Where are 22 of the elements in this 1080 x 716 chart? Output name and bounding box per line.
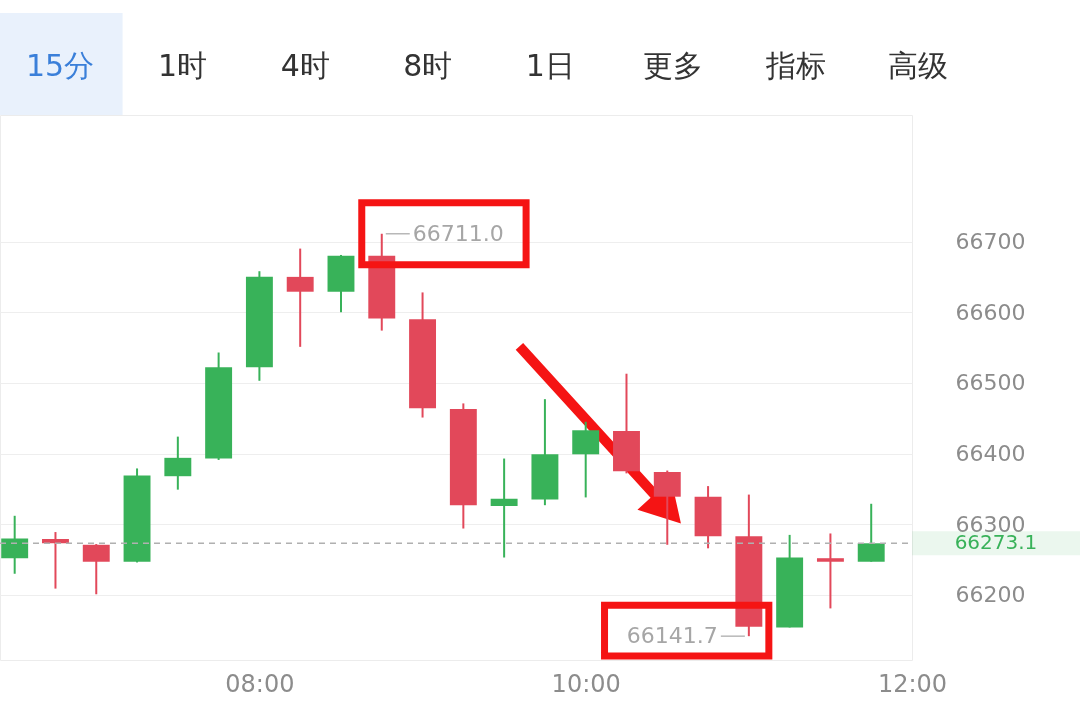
text: 8时 [403,48,453,83]
text: 4时 [280,48,330,83]
text: 1时 [158,48,208,83]
y-tick-label: 66200 [955,582,1026,608]
x-tick-label: 08:00 [225,669,295,698]
candlestick [816,532,844,610]
text: 15分 [25,48,95,83]
y-tick-label: 66400 [955,441,1026,467]
text: 1日 [525,48,575,83]
annotation: 66711.0 [412,220,504,246]
y-tick-label: 66700 [955,229,1026,255]
y-tick-label: 66600 [955,299,1026,325]
text: 高级 [888,48,949,83]
x-tick-label: 12:00 [877,669,948,698]
candlestick [286,247,314,348]
y-tick-label: 66500 [955,370,1026,396]
text: 更多 [643,48,703,83]
x-tick-label: 10:00 [551,669,621,698]
candlestick [42,531,69,590]
annotation: 66141.7 [626,623,718,649]
candlestick [490,457,518,559]
text: 指标 [764,48,826,83]
